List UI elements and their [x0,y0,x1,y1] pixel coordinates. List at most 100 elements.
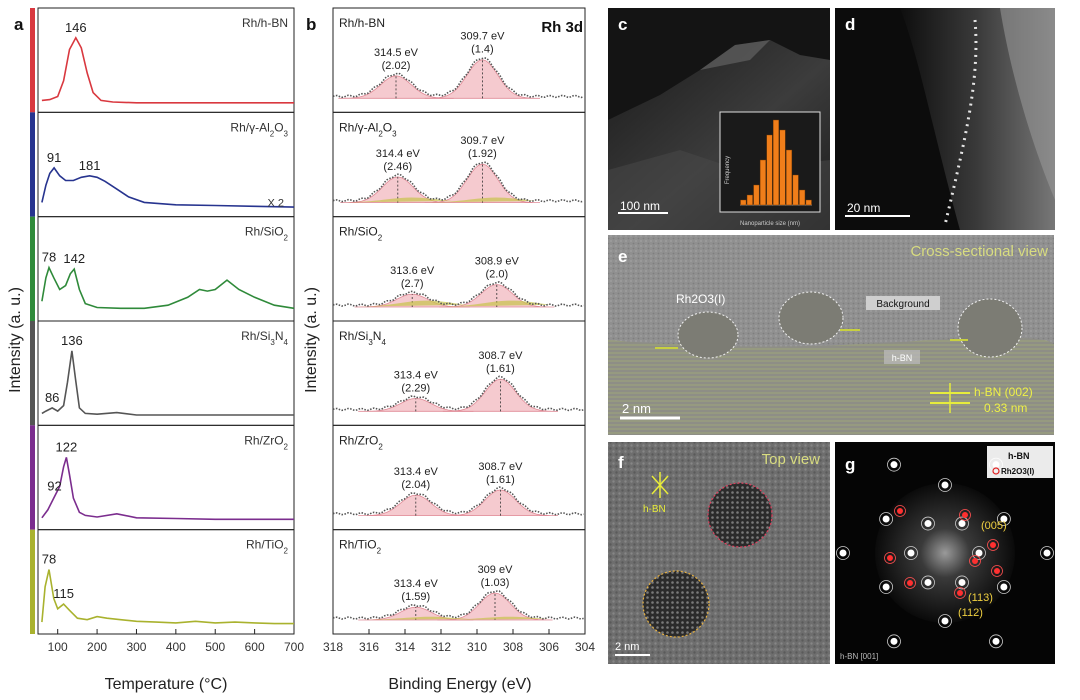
b-peak-fwhm: (2.02) [382,60,411,72]
b-xtick-label: 306 [539,640,559,654]
b-spectrum-line [332,281,584,307]
f-hbn-star-icon [651,472,669,498]
a-strip-segment [30,216,35,321]
b-xtick-label: 314 [395,640,415,654]
g-hbn-spot-ring [887,457,901,472]
g-hbn-spot [890,461,898,469]
c-inset-bar [799,189,806,206]
b-curves: 314.5 eV(2.02)309.7 eV(1.4)Rh/h-BN314.4 … [332,16,584,621]
b-peak-fwhm: (1.59) [401,591,430,603]
b-peak-energy: 313.4 eV [394,466,439,478]
g-hbn-spot-ring [887,634,901,649]
c-inset-bar [792,174,799,206]
a-series-name: Rh/h-BN [242,16,288,30]
b-peak-fwhm: (2.0) [485,268,508,280]
b-peak-fwhm: (2.7) [401,278,424,290]
b-peak-fwhm: (1.61) [486,474,515,486]
e-background-label: Background [876,299,929,310]
b-xtick-label: 308 [503,640,523,654]
g-rh-spot-ring [904,577,916,589]
b-xtick-label: 316 [359,640,379,654]
a-xtick-label: 500 [205,640,225,654]
a-ticks: 100 200 300 400 500 600 700 [48,629,304,654]
panel-b: b Intensity (a. u.) 314.5 eV(2.02) 309.7 … [303,7,595,693]
g-hbn-spot [924,578,932,586]
a-series-name: Rh/Si3N4 [241,329,288,347]
b-title: Rh 3d [541,19,583,36]
c-scale-label: 100 nm [620,199,660,213]
g-hbn-spot-ring [879,512,894,526]
panel-d-tem-image: 20 nm d [835,8,1055,230]
g-hbn-spot-ring [938,614,952,628]
panel-f-tem-image: h-BN Top view 2 nm f [608,442,830,664]
b-peak-energy: 313.4 eV [394,369,439,381]
b-spectrum-line [332,486,584,516]
b-satellite-fill [361,616,470,620]
g-hbn-spot-ring [955,575,969,590]
a-series-line [41,350,294,416]
c-inset-bar [779,129,786,206]
c-inset-bar [746,194,753,206]
g-hbn-spot-ring [1040,546,1054,560]
g-hbn-spot [1043,549,1051,557]
e-scale-label: 2 nm [622,401,651,416]
b-peak-fwhm: (1.92) [468,148,497,160]
g-hbn-spot-ring [989,634,1003,649]
a-series-line [41,457,294,521]
f-scale-label: 2 nm [615,641,639,653]
a-xtick-label: 100 [48,640,68,654]
a-peak-label: 146 [65,20,87,35]
b-peak-energy: 308.7 eV [478,350,523,362]
b-spectrum-line [332,57,584,99]
g-hbn-spot [975,549,983,557]
c-inset-bar [740,199,747,206]
b-peak-fwhm: (2.46) [383,161,412,173]
b-series-name: Rh/γ-Al2O3 [339,120,397,138]
c-inset-bar [753,184,760,206]
e-spacing-label-1: h-BN (002) [974,385,1033,399]
g-hbn-spot-ring [921,575,935,590]
f-particle-1 [707,482,773,548]
c-inset-bar [805,199,812,206]
a-series-line [41,36,294,104]
g-legend-rh: Rh2O3(I) [1001,467,1035,476]
a-peak-label: 142 [63,251,85,266]
g-hbn-spot [890,637,898,645]
g-hbn-spot [1000,583,1008,591]
c-inset-bar [759,159,766,206]
a-peak-label: 86 [45,390,59,405]
b-peak-fill [439,284,555,308]
b-peak-energy: 308.7 eV [478,461,523,473]
e-particle-3 [957,298,1023,358]
a-strip-segment [30,112,35,217]
g-label-112: (112) [958,607,983,619]
b-spectrum-line [332,590,584,620]
g-hbn-spot-ring [938,478,952,492]
a-strip-segment [30,425,35,530]
b-peak-fwhm: (1.61) [486,363,515,375]
panel-g-fft-pattern: h-BN Rh2O3(I) (005) (113) (112) h-BN [00… [835,442,1055,664]
c-inset-xlabel: Nanoparticle size (nm) [740,221,800,227]
b-peak-energy: 313.4 eV [394,578,439,590]
b-ticks: 318 316 314 312 310 308 306 304 [323,629,595,654]
c-inset-ylabel: Frequency [725,156,731,184]
b-peak-energy: 314.5 eV [374,47,419,59]
g-rh-spot-ring [991,565,1003,577]
g-hbn-spot-ring [836,546,850,560]
g-hbn-spot-ring [921,516,935,531]
b-subplot-frame [332,529,586,635]
b-peak-energy: 309.7 eV [460,135,505,147]
a-series-name: Rh/TiO2 [246,538,289,556]
a-strip-segment [30,321,35,426]
a-peak-label: 115 [53,586,74,601]
a-series-name: Rh/ZrO2 [244,433,288,451]
panel-letter-g: g [845,455,855,474]
g-rh-spot [990,542,996,548]
f-hbn-label: h-BN [643,504,666,515]
g-hbn-spot [1000,515,1008,523]
e-background-label-box [866,296,940,310]
c-inset-bar [766,134,773,206]
g-hbn-spot-ring [955,516,969,531]
a-series-name: Rh/γ-Al2O3 [230,120,288,138]
